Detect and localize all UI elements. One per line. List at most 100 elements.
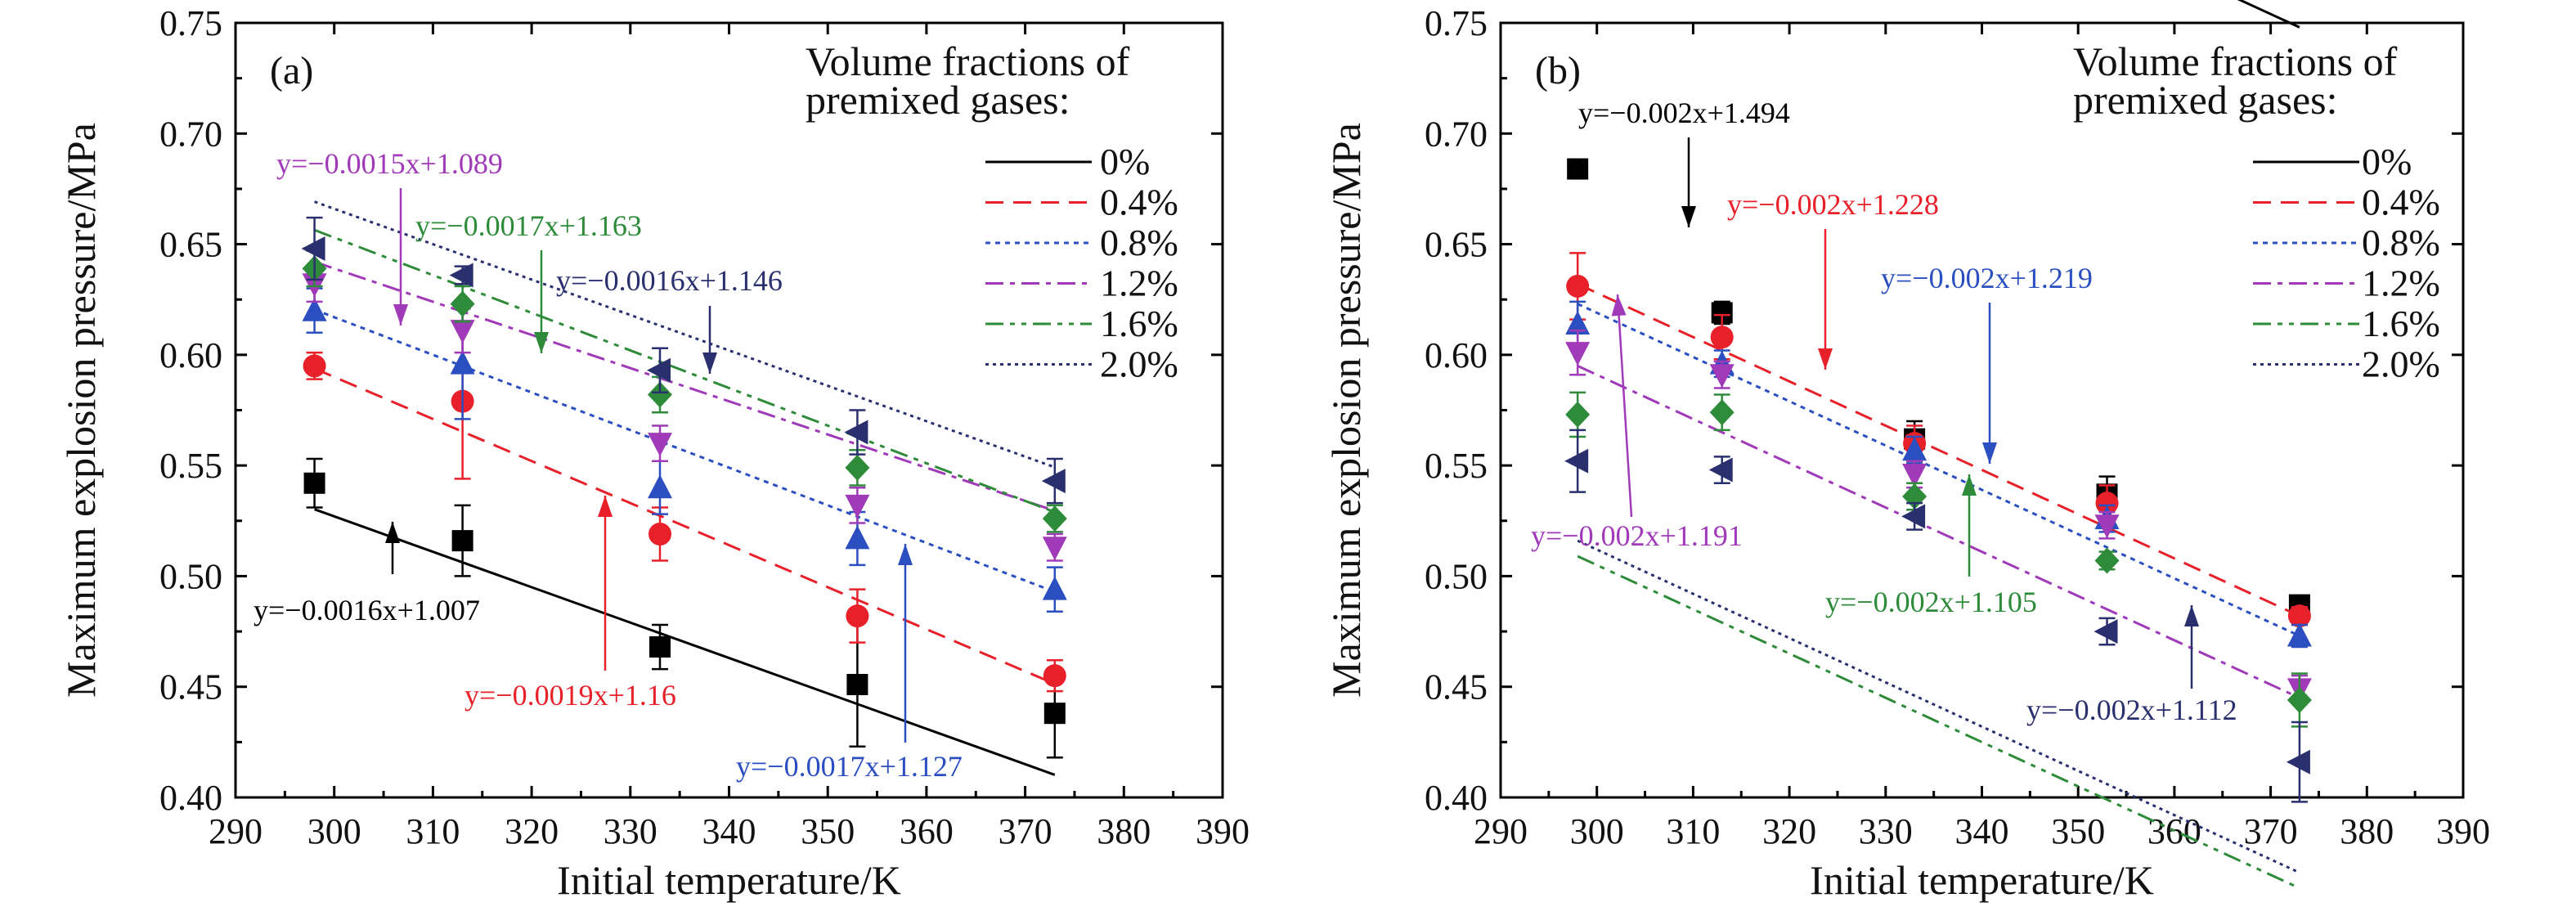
data-point xyxy=(845,494,870,519)
fit-equation-label: y=−0.0015x+1.089 xyxy=(276,147,503,180)
data-point xyxy=(845,525,870,550)
annotation-arrowhead xyxy=(1982,442,1997,464)
x-tick-label: 300 xyxy=(307,811,361,851)
x-tick-label: 320 xyxy=(505,811,559,851)
legend-entry-label: 1.6% xyxy=(1100,303,1178,344)
data-point xyxy=(303,354,326,378)
fit-equation-label: y=−0.0016x+1.146 xyxy=(556,264,783,297)
x-tick-label: 350 xyxy=(2051,811,2105,851)
data-point xyxy=(2287,686,2312,713)
y-tick-label: 0.55 xyxy=(1425,446,1488,486)
panel-label: (b) xyxy=(1535,49,1581,92)
y-tick-label: 0.55 xyxy=(159,446,222,486)
x-tick-label: 310 xyxy=(406,811,460,851)
fit-equation-label: y=−0.002x+1.105 xyxy=(1825,586,2037,618)
y-tick-label: 0.75 xyxy=(159,3,222,43)
data-point xyxy=(1709,399,1735,426)
y-tick-label: 0.40 xyxy=(159,778,222,818)
data-point xyxy=(1567,158,1589,180)
data-point xyxy=(302,297,327,321)
annotation-arrowhead xyxy=(393,304,408,326)
panel-label: (a) xyxy=(270,49,313,92)
fit-equation-label: y=−0.0017x+1.127 xyxy=(736,750,963,783)
data-point xyxy=(1041,469,1066,494)
data-point xyxy=(450,290,475,317)
legend-entry-label: 0.8% xyxy=(2362,222,2440,263)
legend-title-line2: premixed gases: xyxy=(2073,77,2338,123)
x-tick-label: 320 xyxy=(1762,811,1816,851)
data-point xyxy=(845,454,870,481)
x-axis-title: Initial temperature/K xyxy=(557,857,901,903)
fit-line-0 xyxy=(314,508,1056,776)
fit-line-1 xyxy=(313,367,1056,685)
fit-line-1 xyxy=(1577,282,2300,617)
y-tick-label: 0.45 xyxy=(159,667,222,707)
x-tick-label: 390 xyxy=(1196,811,1250,851)
x-tick-label: 350 xyxy=(801,811,855,851)
annotation-arrowhead xyxy=(898,544,913,565)
annotation-arrowhead xyxy=(702,352,717,374)
data-point xyxy=(648,523,672,546)
data-point xyxy=(1901,504,1926,529)
x-tick-label: 300 xyxy=(1570,811,1624,851)
data-point xyxy=(1902,463,1928,487)
annotation-arrowhead xyxy=(1611,294,1627,317)
x-tick-label: 380 xyxy=(2340,811,2394,851)
data-point xyxy=(1710,326,1734,349)
data-point xyxy=(1564,448,1589,474)
fit-line-2 xyxy=(1577,303,2300,637)
data-point xyxy=(1708,457,1733,483)
data-point xyxy=(1042,576,1067,600)
y-tick-label: 0.65 xyxy=(159,225,222,265)
x-tick-label: 310 xyxy=(1666,811,1720,851)
x-tick-label: 380 xyxy=(1097,811,1151,851)
data-point xyxy=(648,474,673,499)
data-point xyxy=(2095,492,2119,515)
y-tick-label: 0.65 xyxy=(1425,225,1488,265)
fit-line-5 xyxy=(314,200,1056,469)
data-point xyxy=(303,472,325,494)
annotation-arrowhead xyxy=(385,522,400,543)
x-axis-title: Initial temperature/K xyxy=(1810,857,2154,903)
data-point xyxy=(450,320,475,344)
data-point xyxy=(648,433,673,457)
fit-equation-label: y=−0.0019x+1.16 xyxy=(464,679,676,712)
y-tick-label: 0.60 xyxy=(159,335,222,375)
annotation-arrowhead xyxy=(1818,348,1833,370)
legend-entry-label: 2.0% xyxy=(1100,343,1178,385)
legend-entry-label: 0% xyxy=(2362,141,2412,182)
data-point xyxy=(1566,274,1590,298)
fit-equation-label: y=−0.002x+1.191 xyxy=(1531,519,1743,552)
data-point xyxy=(649,636,671,658)
legend-title: Volume fractions of xyxy=(2073,38,2398,84)
legend-entry-label: 1.2% xyxy=(2362,263,2440,304)
plot-frame xyxy=(1499,21,2465,799)
legend-entry-label: 1.2% xyxy=(1100,263,1178,304)
data-point xyxy=(1902,437,1928,461)
data-point xyxy=(1043,703,1066,725)
data-point xyxy=(2287,622,2312,647)
legend-entry-label: 0.4% xyxy=(1100,182,1178,223)
legend-entry-label: 0.8% xyxy=(1100,222,1178,263)
y-tick-label: 0.70 xyxy=(1425,114,1488,154)
annotation-arrowhead xyxy=(1681,206,1696,227)
annotation-arrowhead xyxy=(598,496,613,517)
data-point xyxy=(301,236,325,261)
x-tick-label: 330 xyxy=(604,811,657,851)
x-tick-label: 290 xyxy=(209,811,263,851)
data-point xyxy=(1043,664,1066,688)
x-tick-label: 390 xyxy=(2436,811,2490,851)
panel-b: 2903003103203303403503603703803900.400.4… xyxy=(1323,0,2490,903)
y-tick-label: 0.60 xyxy=(1425,335,1488,375)
data-point xyxy=(844,420,868,445)
data-point xyxy=(1042,505,1067,532)
x-tick-label: 290 xyxy=(1474,811,1528,851)
data-point xyxy=(1709,364,1735,388)
y-tick-label: 0.45 xyxy=(1425,667,1488,707)
data-point xyxy=(846,604,869,628)
data-point xyxy=(2094,619,2118,644)
fit-equation-label: y=−0.002x+1.219 xyxy=(1881,262,2093,294)
fit-line-2 xyxy=(314,308,1056,594)
y-tick-label: 0.40 xyxy=(1425,778,1488,818)
x-tick-label: 360 xyxy=(900,811,954,851)
